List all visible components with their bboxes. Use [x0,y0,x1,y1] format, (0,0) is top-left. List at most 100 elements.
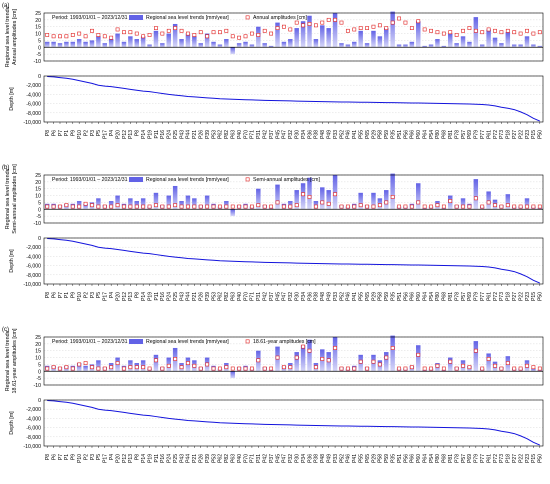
depth-tick-label: -10,000 [23,120,41,126]
amplitude-marker [77,362,82,367]
station-label: P40 [237,454,243,463]
station-label: P17 [103,130,109,139]
y-axis-label: Regional sea level trends [5,168,11,229]
station-label: P77 [480,130,486,139]
amplitude-marker [115,27,120,32]
station-label: P45 [275,130,281,139]
station-label: P17 [103,454,109,463]
amplitude-marker [250,366,254,371]
station-label: P48 [320,130,326,139]
trend-bar [224,39,229,48]
amplitude-marker [166,28,171,33]
amplitude-marker [320,200,325,205]
amplitude-marker [525,28,529,33]
station-label: P3 [90,454,96,460]
depth-axis-label: Depth [m] [9,87,15,111]
amplitude-marker [192,204,197,209]
amplitude-marker [384,355,389,360]
trend-bar [320,187,325,210]
station-label: P71 [250,292,256,301]
depth-tick-label: -2,000 [26,245,41,251]
station-label: P18 [506,454,512,463]
trend-bar [441,207,447,210]
depth-tick-label: -2,000 [26,83,41,89]
station-label: P60 [416,292,422,301]
trend-bar [371,30,376,48]
amplitude-marker [518,31,523,36]
station-label: P12 [122,454,128,463]
station-label: P64 [422,454,428,463]
legend-amp-label: 18.61-year amplitudes [cm] [253,339,316,345]
station-label: P56 [403,454,409,463]
trend-bar [230,371,235,379]
trend-bar [134,39,140,48]
station-label: P37 [269,130,275,139]
amplitude-marker [307,195,312,199]
station-label: P43 [179,454,185,463]
amplitude-marker [141,365,146,370]
amplitude-marker [403,20,408,25]
station-label: P60 [416,454,422,463]
station-label: P29 [371,292,377,301]
station-label: P27 [512,292,518,301]
station-label: P60 [416,130,422,139]
trend-bar [486,29,491,48]
period-text: Period: 1993/01/01 – 2023/12/31 [52,15,128,21]
trend-bar [518,44,523,48]
amplitude-marker [70,366,75,371]
amplitude-marker [429,204,433,209]
station-label: P2 [83,130,89,136]
trend-bar [428,44,434,48]
amplitude-marker [83,201,88,206]
station-label: P51 [397,454,403,463]
amplitude-marker [243,34,248,39]
station-label: P54 [429,292,435,301]
station-label: P7 [58,454,64,460]
amplitude-marker [339,204,344,209]
y-tick-label: 0 [38,45,41,51]
trend-bar [211,41,216,48]
amplitude-marker [154,358,158,363]
amplitude-marker [422,366,427,371]
station-label: P65 [365,292,371,301]
station-label: P23 [525,454,531,463]
amplitude-marker [147,204,152,209]
station-label: P42 [263,130,269,139]
trend-bar [390,335,395,372]
trend-bar [76,363,82,372]
trend-bar [115,195,120,210]
station-label: P48 [320,454,326,463]
amplitude-marker [441,204,446,209]
station-label: P31 [256,130,262,139]
trend-bar [390,173,395,210]
trend-bar [166,195,171,210]
amplitude-marker [160,31,165,36]
amplitude-marker [198,30,203,35]
station-label: P62 [218,130,224,139]
amplitude-marker [122,30,126,35]
trend-bar [352,41,357,48]
amplitude-marker [186,204,190,209]
amplitude-marker [275,200,280,205]
trend-bar [166,33,171,48]
trend-bar [441,369,447,372]
station-label: P55 [358,292,364,301]
station-label: P51 [397,130,403,139]
station-label: P6 [51,292,57,298]
station-label: P35 [390,454,396,463]
amplitude-marker [377,203,382,208]
amplitude-marker [262,366,267,371]
amplitude-marker [480,30,485,35]
trend-bar [172,185,178,210]
trend-bar [185,195,191,210]
amplitude-marker [230,34,235,39]
legend-amp-label: Annual amplitudes [cm] [253,15,307,21]
station-label: P79 [474,130,480,139]
trend-bar [83,203,88,210]
amplitude-marker [352,204,357,209]
amplitude-marker [243,204,248,209]
station-label: P47 [282,292,288,301]
amplitude-marker [250,204,254,209]
y-tick-label: -5 [36,52,41,58]
